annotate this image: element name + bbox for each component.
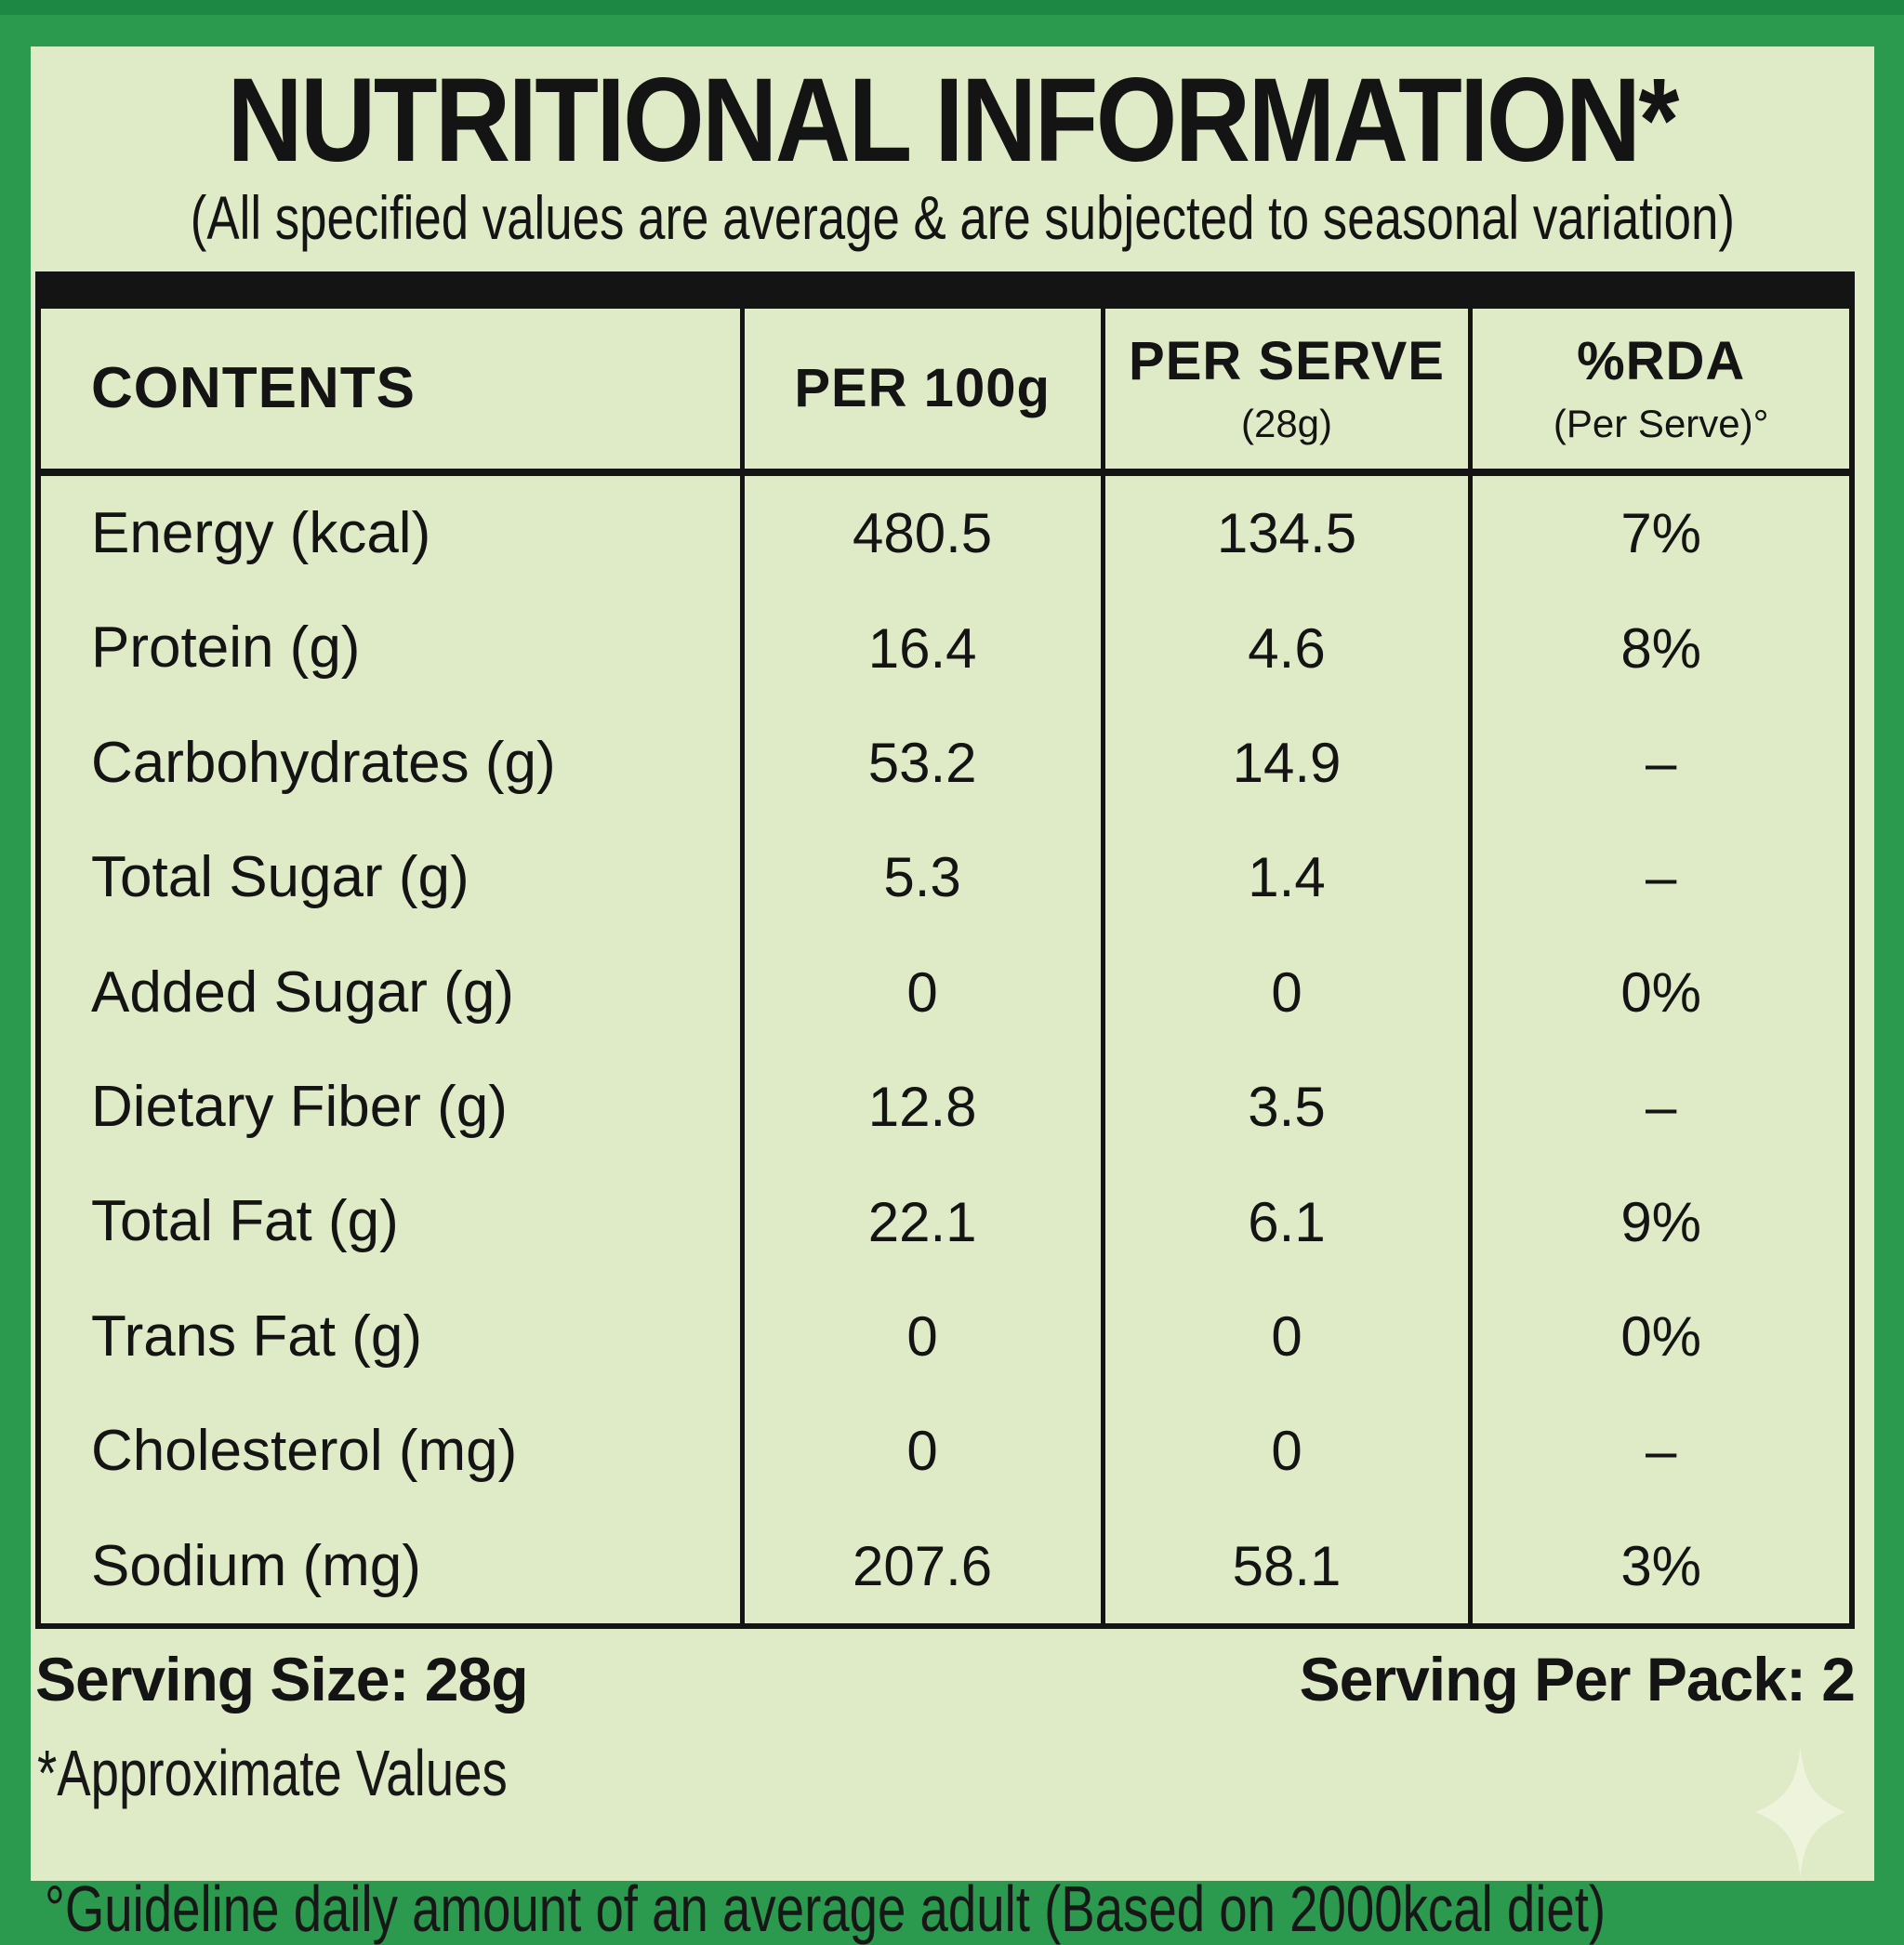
table-row: Added Sugar (g) 0 0 0% — [41, 934, 1849, 1051]
page-title: NUTRITIONAL INFORMATION* — [227, 54, 1679, 187]
row-per-serve: 0 — [1105, 1278, 1474, 1395]
row-label: Dietary Fiber (g) — [41, 1050, 745, 1165]
serving-size-text: Serving Size: 28g — [35, 1645, 529, 1713]
table-top-divider — [35, 271, 1855, 309]
table-header-row: CONTENTS PER 100g PER SERVE (28g) %RDA (… — [41, 309, 1849, 476]
header-rda-sub: (Per Serve)° — [1553, 402, 1769, 446]
row-per-serve: 3.5 — [1105, 1050, 1474, 1165]
header-per-serve: PER SERVE (28g) — [1104, 309, 1474, 476]
row-rda: 8% — [1620, 616, 1702, 680]
table-row: Total Sugar (g) 5.3 1.4 – — [41, 820, 1849, 935]
row-per100: 5.3 — [745, 820, 1105, 935]
row-rda: – — [1645, 1076, 1677, 1139]
table-row: Trans Fat (g) 0 0 0% — [41, 1278, 1849, 1395]
row-per100: 0 — [745, 934, 1105, 1051]
row-rda: 9% — [1620, 1190, 1702, 1253]
row-per-serve: 14.9 — [1105, 705, 1474, 821]
row-rda: 0% — [1620, 1305, 1702, 1369]
header-per-100g: PER 100g — [744, 309, 1105, 476]
row-per-serve: 4.6 — [1105, 590, 1474, 706]
footnote-guideline: °Guideline daily amount of an average ad… — [45, 1872, 1606, 1945]
table-row: Energy (kcal) 480.5 134.5 7% — [41, 476, 1849, 591]
row-per100: 480.5 — [745, 476, 1105, 591]
table-row: Cholesterol (mg) 0 0 – — [41, 1394, 1849, 1509]
row-label: Cholesterol (mg) — [41, 1394, 745, 1509]
row-per100: 12.8 — [745, 1050, 1105, 1165]
row-label: Protein (g) — [41, 590, 745, 706]
row-label: Total Sugar (g) — [41, 820, 745, 935]
row-per-serve: 58.1 — [1105, 1508, 1474, 1624]
table-row: Dietary Fiber (g) 12.8 3.5 – — [41, 1050, 1849, 1165]
page-subtitle: (All specified values are average & are … — [190, 183, 1735, 252]
row-per100: 207.6 — [745, 1508, 1105, 1624]
row-per-serve: 134.5 — [1105, 476, 1474, 591]
row-rda: – — [1645, 732, 1677, 795]
frame-top-strip — [0, 0, 1904, 15]
row-label: Sodium (mg) — [41, 1508, 745, 1624]
row-per100: 22.1 — [745, 1164, 1105, 1279]
row-rda: – — [1645, 846, 1677, 909]
row-per-serve: 0 — [1105, 1394, 1474, 1509]
row-per-serve: 1.4 — [1105, 820, 1474, 935]
table-row: Carbohydrates (g) 53.2 14.9 – — [41, 705, 1849, 821]
row-label: Trans Fat (g) — [41, 1278, 745, 1395]
row-rda: 0% — [1620, 960, 1702, 1024]
row-per100: 53.2 — [745, 705, 1105, 821]
header-per-serve-sub: (28g) — [1240, 402, 1333, 446]
row-rda: – — [1645, 1420, 1677, 1483]
row-label: Carbohydrates (g) — [41, 705, 745, 821]
row-rda: 7% — [1620, 502, 1702, 565]
row-per100: 16.4 — [745, 590, 1105, 706]
row-per-serve: 0 — [1105, 934, 1474, 1051]
table-row: Protein (g) 16.4 4.6 8% — [41, 590, 1849, 706]
serving-per-pack-text: Serving Per Pack: 2 — [1299, 1645, 1856, 1713]
row-label: Added Sugar (g) — [41, 934, 745, 1051]
row-per100: 0 — [745, 1394, 1105, 1509]
row-label: Total Fat (g) — [41, 1164, 745, 1279]
label-panel — [31, 46, 1874, 1881]
row-label: Energy (kcal) — [41, 476, 745, 591]
row-per-serve: 6.1 — [1105, 1164, 1474, 1279]
nutrition-table: CONTENTS PER 100g PER SERVE (28g) %RDA (… — [35, 309, 1855, 1629]
header-rda: %RDA (Per Serve)° — [1473, 309, 1849, 476]
footnote-approximate-values: *Approximate Values — [37, 1737, 508, 1809]
row-rda: 3% — [1620, 1534, 1702, 1597]
row-per100: 0 — [745, 1278, 1105, 1395]
header-contents: CONTENTS — [41, 309, 745, 476]
sparkle-icon — [1755, 1746, 1845, 1878]
table-row: Total Fat (g) 22.1 6.1 9% — [41, 1164, 1849, 1279]
table-row: Sodium (mg) 207.6 58.1 3% — [41, 1508, 1849, 1624]
